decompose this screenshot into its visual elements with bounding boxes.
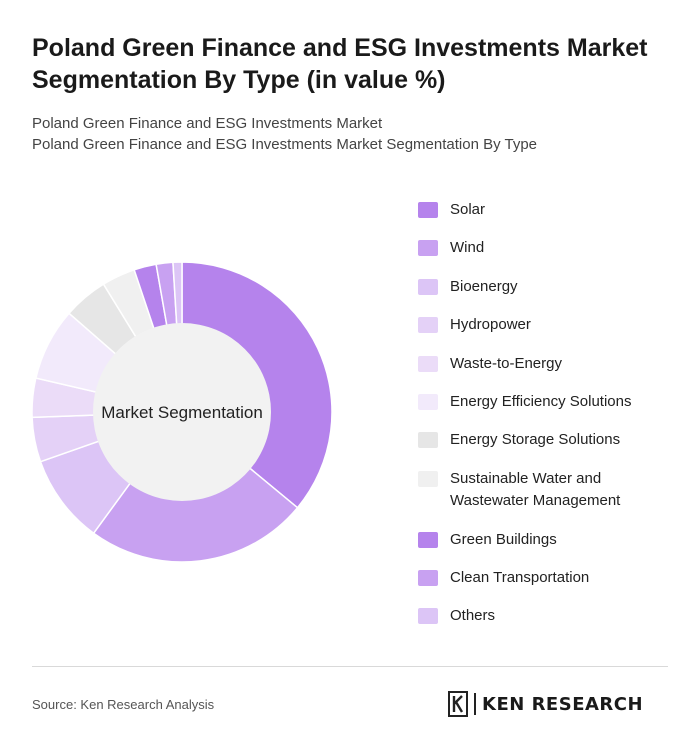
donut-center-label: Market Segmentation xyxy=(101,403,263,422)
brand-separator xyxy=(474,693,476,715)
legend-swatch xyxy=(418,570,438,586)
legend-item-sustainable-water-and-wastewater-management: Sustainable Water and Wastewater Managem… xyxy=(418,468,688,529)
source-note: Source: Ken Research Analysis xyxy=(32,697,215,712)
brand-text: KEN RESEARCH xyxy=(482,693,644,715)
legend-swatch xyxy=(418,394,438,410)
legend-item-energy-efficiency-solutions: Energy Efficiency Solutions xyxy=(418,391,688,429)
legend-swatch xyxy=(418,279,438,295)
legend-swatch xyxy=(418,471,438,487)
legend-swatch xyxy=(418,432,438,448)
legend-swatch xyxy=(418,317,438,333)
chart-title: Poland Green Finance and ESG Investments… xyxy=(32,34,648,94)
legend-label: Solar xyxy=(450,201,486,218)
legend-item-green-buildings: Green Buildings xyxy=(418,529,688,567)
legend-label: Clean Transportation xyxy=(450,569,590,586)
legend-label: Hydropower xyxy=(450,316,531,333)
legend-label: Wind xyxy=(450,239,485,256)
legend-item-bioenergy: Bioenergy xyxy=(418,276,688,314)
legend-swatch xyxy=(418,608,438,624)
footer-divider xyxy=(32,666,668,667)
legend-item-energy-storage-solutions: Energy Storage Solutions xyxy=(418,429,688,468)
legend-item-others: Others xyxy=(418,605,688,643)
donut-chart: Market Segmentation xyxy=(31,261,333,563)
legend-item-solar: Solar xyxy=(418,199,688,237)
donut-center xyxy=(93,323,271,501)
legend-label: Others xyxy=(450,607,496,624)
legend-label: Bioenergy xyxy=(450,278,518,295)
subtitle-line-1: Poland Green Finance and ESG Investments… xyxy=(32,115,383,132)
legend-label: Waste-to-Energy xyxy=(450,355,562,372)
brand-logo: KEN RESEARCH xyxy=(448,690,643,718)
legend-label: Energy Efficiency Solutions xyxy=(450,393,632,410)
legend-item-hydropower: Hydropower xyxy=(418,314,688,353)
chart-legend: Solar Wind Bioenergy Hydropower Waste-to-Ene… xyxy=(418,199,688,643)
legend-swatch xyxy=(418,240,438,256)
legend-label: Green Buildings xyxy=(450,531,557,548)
legend-swatch xyxy=(418,532,438,548)
legend-label: Energy Storage Solutions xyxy=(450,431,621,448)
chart-subtitle: Poland Green Finance and ESG Investments… xyxy=(32,113,537,155)
ken-research-logo-icon xyxy=(448,691,468,717)
legend-swatch xyxy=(418,202,438,218)
legend-item-waste-to-energy: Waste-to-Energy xyxy=(418,353,688,391)
legend-item-wind: Wind xyxy=(418,237,688,276)
legend-item-clean-transportation: Clean Transportation xyxy=(418,567,688,605)
legend-label: Sustainable Water and Wastewater Managem… xyxy=(450,470,621,509)
subtitle-line-2: Poland Green Finance and ESG Investments… xyxy=(32,136,537,153)
legend-swatch xyxy=(418,356,438,372)
